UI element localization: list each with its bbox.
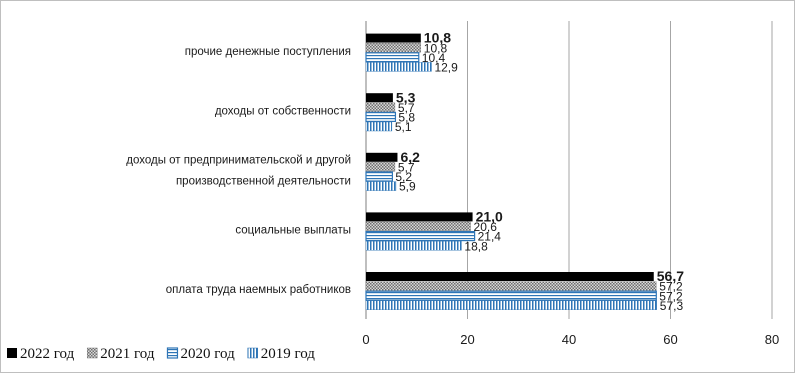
category-label: производственной деятельности: [176, 176, 351, 188]
data-label: 57,2: [659, 289, 683, 303]
data-label: 57,3: [660, 299, 684, 313]
category-label: оплата труда наемных работников: [166, 284, 351, 296]
category-label: прочие денежные поступления: [185, 46, 351, 58]
data-label: 10,8: [424, 41, 448, 55]
legend-label: 2020 год: [180, 346, 235, 362]
bar: [365, 162, 396, 172]
x-tick-label: 80: [765, 332, 779, 347]
data-label: 20,6: [474, 220, 498, 234]
data-label: 5,9: [399, 180, 416, 194]
data-label: 6,2: [400, 149, 420, 165]
data-labels: 10,810,810,412,95,35,75,85,16,25,75,25,9…: [395, 30, 684, 313]
data-label: 5,7: [398, 161, 415, 175]
category-label: социальные выплаты: [235, 225, 351, 237]
legend-swatch: [7, 348, 17, 358]
bar: [365, 43, 422, 53]
gridlines: [365, 21, 773, 319]
data-label: 21,4: [478, 230, 502, 244]
bar: [365, 52, 420, 63]
x-tick-label: 40: [562, 332, 576, 347]
data-label: 5,2: [395, 170, 412, 184]
data-label: 5,1: [395, 120, 412, 134]
data-label: 10,4: [422, 51, 446, 65]
legend-swatch: [166, 347, 179, 359]
bar: [365, 221, 471, 232]
data-label: 5,7: [398, 101, 415, 115]
bar: [366, 152, 398, 162]
data-label: 18,8: [464, 239, 488, 253]
bar: [365, 111, 397, 123]
data-label: 57,2: [659, 280, 683, 294]
bar: [365, 121, 393, 132]
data-label: 12,9: [434, 61, 458, 75]
bar: [365, 102, 396, 113]
bar: [365, 62, 432, 72]
category-label: доходы от собственности: [215, 105, 351, 117]
x-tick-label: 0: [362, 332, 369, 347]
data-label: 10,8: [424, 30, 451, 46]
legend-swatch: [86, 347, 98, 359]
bar: [365, 281, 657, 291]
bar: [365, 171, 393, 182]
legend-swatch: [247, 347, 258, 359]
bar: [365, 240, 462, 251]
legend-label: 2022 год: [20, 346, 75, 362]
bar: [366, 272, 654, 281]
bar: [365, 181, 397, 191]
legend: 2022 год 2021 год 2020 год 2019 год: [7, 346, 315, 362]
data-label: 56,7: [657, 268, 684, 284]
data-label: 21,0: [476, 209, 503, 225]
bar: [366, 93, 393, 103]
legend-label: 2021 год: [100, 346, 155, 362]
x-axis: 0 20 40 60 80: [362, 332, 779, 347]
bar: [365, 290, 657, 301]
data-label: 5,3: [396, 89, 416, 105]
bars: [365, 33, 657, 310]
category-labels: прочие денежные поступления доходы от соб…: [126, 46, 351, 296]
category-label: доходы от предпринимательской и другой: [126, 155, 351, 167]
legend-label: 2019 год: [261, 346, 316, 362]
bar: [365, 300, 657, 310]
x-tick-label: 60: [663, 332, 677, 347]
bar: [365, 231, 476, 242]
bar: [366, 33, 421, 43]
data-label: 5,8: [398, 111, 415, 125]
bar: [366, 212, 473, 222]
x-tick-label: 20: [460, 332, 474, 347]
